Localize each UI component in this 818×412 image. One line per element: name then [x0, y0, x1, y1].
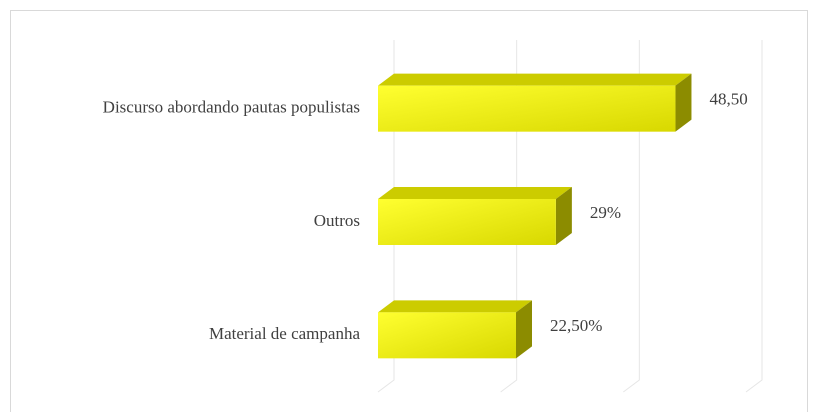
- bar-side: [516, 300, 532, 359]
- bar: [378, 300, 532, 359]
- data-label: 48,50: [709, 90, 747, 109]
- bar-side: [675, 73, 692, 132]
- bar-front: [378, 85, 676, 132]
- grid-line: [377, 40, 395, 393]
- bar-side: [555, 187, 572, 245]
- grid-line: [623, 40, 640, 393]
- bar-top: [378, 300, 532, 313]
- category-label: Material de campanha: [209, 324, 360, 343]
- bar: [378, 187, 572, 245]
- category-label: Discurso abordando pautas populistas: [103, 98, 360, 117]
- bar-front: [378, 199, 556, 245]
- bar-front: [378, 312, 516, 359]
- data-label: 29%: [590, 203, 621, 222]
- grid-line: [500, 40, 518, 393]
- bar-top: [378, 187, 572, 199]
- data-label: 22,50%: [550, 316, 602, 335]
- category-label: Outros: [314, 211, 360, 230]
- grid-line: [745, 40, 763, 393]
- bar-top: [378, 73, 692, 86]
- bar: [378, 73, 692, 132]
